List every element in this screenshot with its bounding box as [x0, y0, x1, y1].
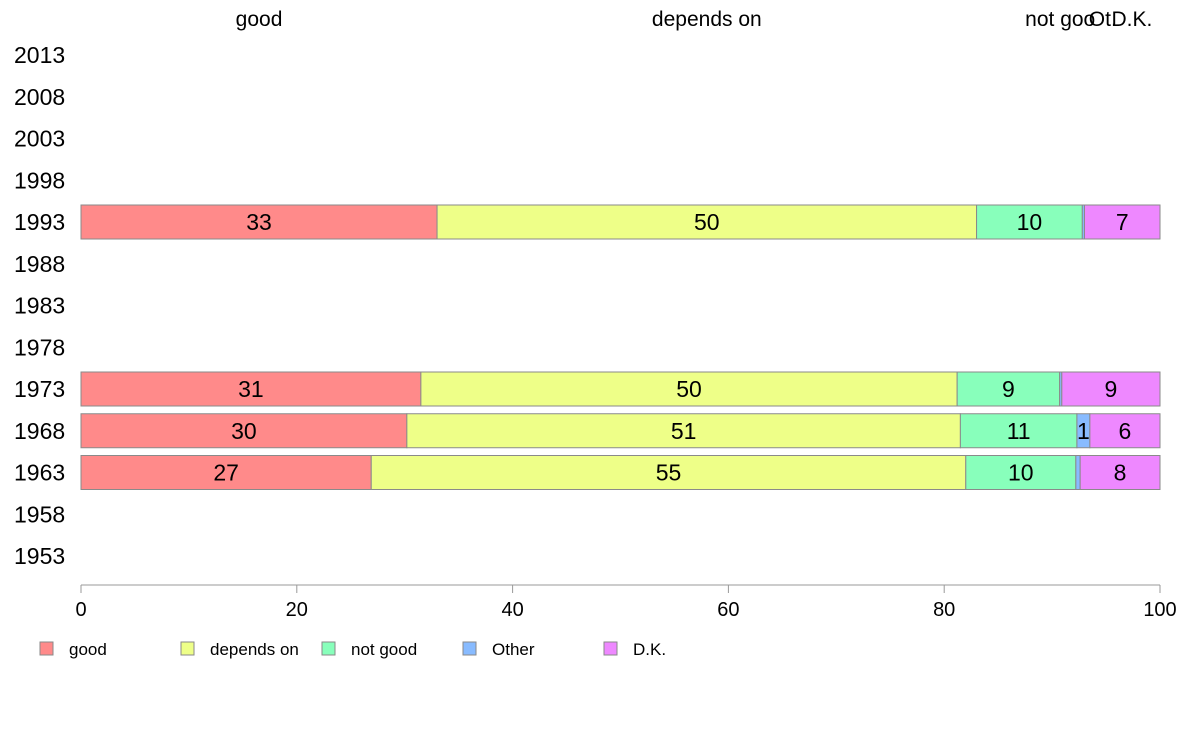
y-axis-labels: 2013 2008 2003 1998 1993 1988 1983 1978 1973 1968… [14, 42, 65, 569]
bar-segment-not-good [956, 371, 1061, 407]
x-tick-label: 40 [501, 599, 523, 621]
bar-segment-not-good [965, 455, 1077, 490]
y-tick-label: 1963 [14, 460, 65, 486]
bar-segment-d-k- [1083, 204, 1161, 240]
bar-value-label: 33 [246, 209, 272, 235]
bar-value-label: 11 [1007, 418, 1031, 444]
bar-segment-good [80, 413, 408, 449]
legend-label: D.K. [633, 640, 666, 659]
y-tick-label: 1988 [14, 251, 65, 277]
top-category-label: Ot. [1089, 8, 1117, 31]
y-tick-label: 1998 [14, 167, 65, 193]
top-category-label: good [236, 8, 283, 31]
bar-segment-depends-on [436, 204, 978, 240]
legend-swatch [39, 641, 54, 656]
bar-value-label: 1 [1077, 418, 1090, 444]
bar-value-label: 6 [1119, 418, 1132, 444]
top-category-label: not goo [1025, 8, 1095, 31]
x-axis: 0 20 40 60 80 100 [75, 584, 1177, 621]
x-tick-label: 60 [717, 599, 739, 621]
y-tick-label: 2008 [14, 84, 65, 110]
bars [80, 204, 1161, 490]
y-tick-label: 2003 [14, 126, 65, 152]
bar-value-label: 9 [1105, 376, 1118, 402]
bar-segment-good [80, 371, 422, 407]
y-tick-label: 1993 [14, 209, 65, 235]
bar-value-label: 7 [1116, 209, 1129, 235]
x-tick-label: 100 [1143, 599, 1176, 621]
y-tick-label: 2013 [14, 42, 65, 68]
bar-segment-depends-on [420, 371, 958, 407]
bar-value-label: 51 [671, 418, 697, 444]
legend-label: depends on [210, 640, 299, 659]
bar-value-label: 9 [1002, 376, 1015, 402]
y-tick-label: 1978 [14, 334, 65, 360]
bar-segment-not-good [959, 413, 1078, 449]
bar-segment-d-k- [1089, 413, 1161, 449]
bar-value-label: 10 [1008, 460, 1034, 486]
y-tick-label: 1983 [14, 293, 65, 319]
y-tick-label: 1958 [14, 501, 65, 527]
legend-label: good [69, 640, 107, 659]
legend-swatch [462, 641, 477, 656]
bar-segment-good [80, 455, 372, 490]
x-tick-label: 20 [286, 599, 308, 621]
bar-value-label: 50 [676, 376, 702, 402]
bar-value-label: 50 [694, 209, 720, 235]
legend-label: Other [492, 640, 535, 659]
bar-value-label: 10 [1017, 209, 1043, 235]
bar-value-label: 30 [231, 418, 257, 444]
bar-segment-d-k- [1079, 455, 1161, 490]
x-tick-label: 0 [75, 599, 86, 621]
bar-segment-d-k- [1061, 371, 1161, 407]
legend-swatch [180, 641, 195, 656]
x-tick-label: 80 [933, 599, 955, 621]
bar-value-label: 31 [238, 376, 264, 402]
bar-value-label: 8 [1114, 460, 1127, 486]
top-category-label: depends on [652, 8, 762, 31]
legend-swatch [321, 641, 336, 656]
bar-segment-depends-on [370, 455, 967, 490]
y-tick-label: 1968 [14, 418, 65, 444]
legend: good depends on not good Other D.K. [39, 640, 666, 659]
legend-label: not good [351, 640, 417, 659]
bar-value-label: 27 [213, 460, 239, 486]
legend-swatch [603, 641, 618, 656]
bar-segment-other [1075, 455, 1081, 490]
top-category-label: D.K. [1112, 8, 1153, 31]
y-tick-label: 1973 [14, 376, 65, 402]
bar-value-labels: 33 50 10 731 50 9 930 51 11 1 627 55 10 8 [213, 209, 1131, 486]
y-tick-label: 1953 [14, 543, 65, 569]
bar-value-label: 55 [656, 460, 682, 486]
